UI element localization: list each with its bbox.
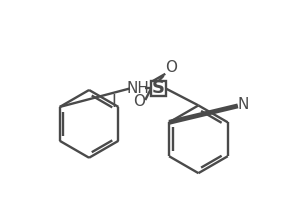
Text: N: N (237, 97, 249, 112)
Text: I: I (111, 93, 116, 111)
Text: O: O (166, 60, 177, 75)
FancyBboxPatch shape (151, 81, 166, 96)
Text: NH: NH (126, 81, 149, 96)
Text: S: S (152, 80, 165, 97)
Text: O: O (133, 94, 145, 109)
